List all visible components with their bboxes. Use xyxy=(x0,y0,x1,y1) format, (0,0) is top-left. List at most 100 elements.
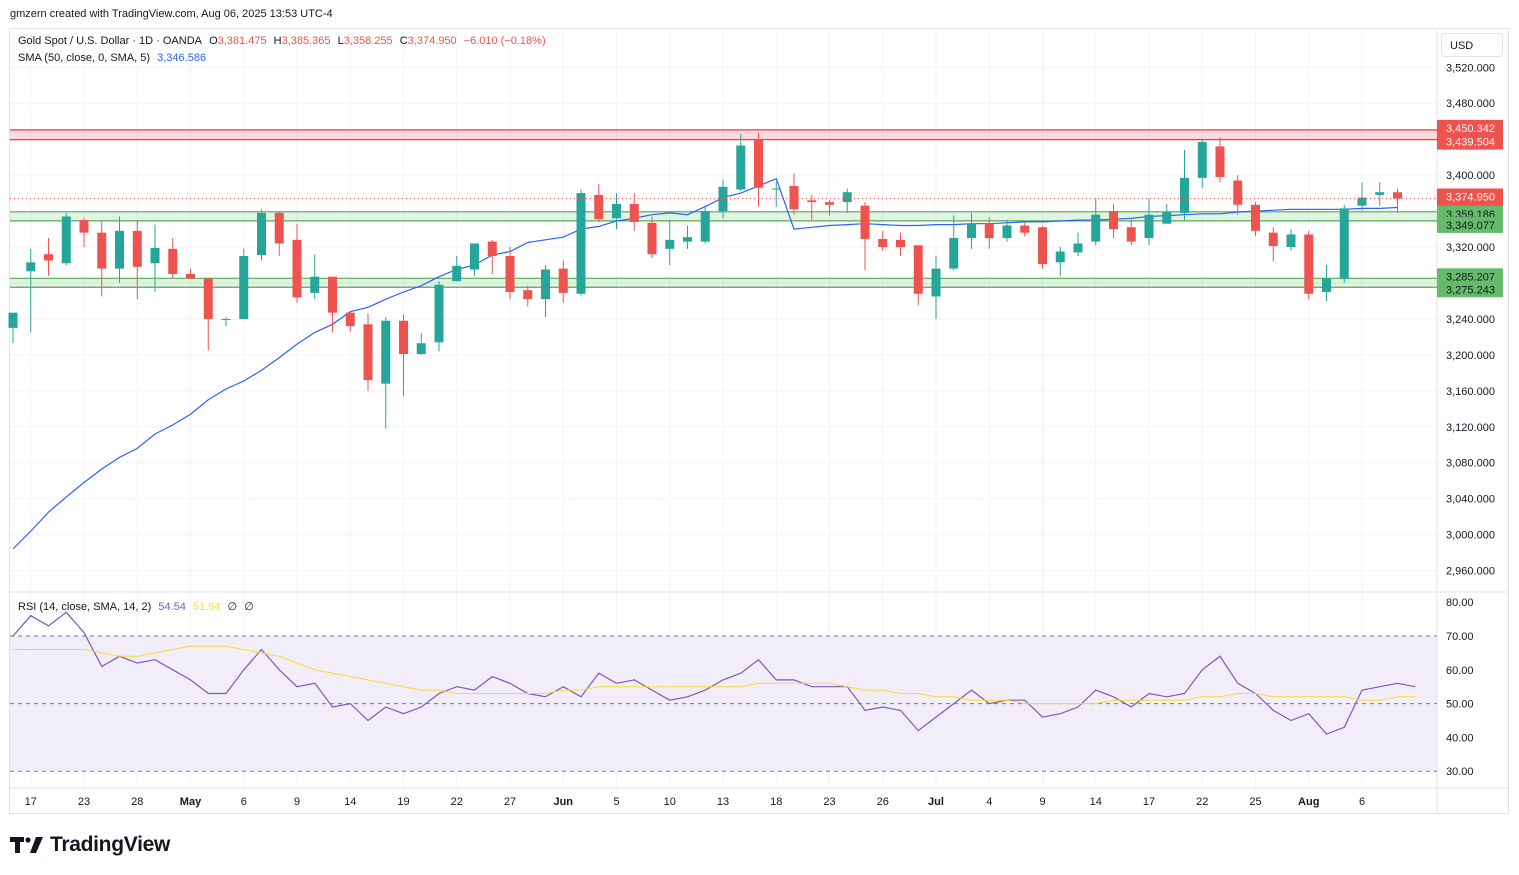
candle xyxy=(913,245,923,306)
time-axis-label: 23 xyxy=(823,796,835,808)
candle xyxy=(594,184,604,222)
candle xyxy=(44,238,53,276)
candle xyxy=(896,232,905,257)
candle-body xyxy=(1215,146,1225,177)
price-change: −6.010 (−0.18%) xyxy=(463,35,546,47)
candle xyxy=(629,193,639,231)
time-axis-label: 27 xyxy=(504,796,516,808)
candle-body xyxy=(381,320,391,384)
candle-body xyxy=(1038,227,1047,265)
time-axis-label: 5 xyxy=(613,796,619,808)
time-axis-label: 18 xyxy=(770,796,782,808)
candle-body xyxy=(1144,214,1154,239)
rsi-sma-value: 51.94 xyxy=(192,601,221,613)
candle xyxy=(1357,182,1367,212)
ohlc-close: C3,374.950 xyxy=(399,35,457,47)
candle-body xyxy=(26,262,36,272)
candle-body xyxy=(558,268,568,293)
candle xyxy=(239,248,249,319)
price-axis-tick: 2,960.000 xyxy=(1446,566,1495,578)
rsi-label: RSI (14, close, SMA, 14, 2) xyxy=(18,601,152,613)
candle-body xyxy=(1251,204,1260,231)
candle xyxy=(168,238,178,279)
candle-body xyxy=(345,312,355,327)
ohlc-low: L3,358.255 xyxy=(337,35,393,47)
candle xyxy=(984,217,994,249)
candle xyxy=(736,133,746,192)
candle-body xyxy=(612,203,621,219)
resistance-lower-label-bg xyxy=(1437,133,1503,150)
sma-legend[interactable]: SMA (50, close, 0, SMA, 5) 3,346.586 xyxy=(18,52,210,64)
resistance-lower-label: 3,439.504 xyxy=(1446,137,1495,149)
candle xyxy=(381,317,391,429)
price-axis-tick: 3,160.000 xyxy=(1446,386,1495,398)
candle-body xyxy=(221,318,231,320)
candle xyxy=(79,218,89,248)
candle-body xyxy=(629,203,639,222)
time-axis-label: Aug xyxy=(1298,796,1319,808)
rsi-axis-tick: 40.00 xyxy=(1446,732,1474,744)
support-lower-2-label: 3,275.243 xyxy=(1446,284,1495,296)
candle-body xyxy=(1286,234,1296,248)
candle-body xyxy=(1375,192,1385,195)
candle xyxy=(558,260,568,303)
price-legend: Gold Spot / U.S. Dollar · 1D · OANDA O3,… xyxy=(18,35,550,47)
candle xyxy=(700,205,710,244)
candle xyxy=(487,239,497,274)
rsi-axis-tick: 80.00 xyxy=(1446,597,1474,609)
candle xyxy=(771,181,781,207)
candle xyxy=(310,254,320,300)
candle xyxy=(1091,198,1101,246)
time-axis-label: May xyxy=(180,796,202,808)
candle-body xyxy=(984,223,994,239)
candle-body xyxy=(1393,192,1402,199)
time-axis-label: 4 xyxy=(986,796,992,808)
candle xyxy=(1055,247,1065,276)
candle xyxy=(931,256,941,319)
currency-button[interactable]: USD xyxy=(1441,33,1503,57)
rsi-legend[interactable]: RSI (14, close, SMA, 14, 2) 54.54 51.94 … xyxy=(18,600,258,613)
time-axis-label: 26 xyxy=(877,796,889,808)
symbol-title[interactable]: Gold Spot / U.S. Dollar · 1D · OANDA xyxy=(18,35,202,47)
candle-body xyxy=(150,247,160,264)
candle xyxy=(1304,230,1314,300)
candle xyxy=(97,220,107,297)
time-axis-label: 14 xyxy=(344,796,356,808)
candle-body xyxy=(523,290,533,300)
price-axis-tick: 3,000.000 xyxy=(1446,530,1495,542)
time-axis-label: 9 xyxy=(1039,796,1045,808)
candle-body xyxy=(913,245,923,294)
candle-body xyxy=(97,232,107,269)
rsi-axis-tick: 30.00 xyxy=(1446,766,1474,778)
candle-body xyxy=(1357,197,1367,206)
candle-body xyxy=(842,192,852,203)
candle-body xyxy=(1268,232,1278,247)
candle xyxy=(576,189,586,296)
candle xyxy=(452,256,462,282)
rsi-extra-2: ∅ xyxy=(244,601,254,613)
support-lower-1-label-bg xyxy=(1437,268,1503,285)
candle-body xyxy=(1055,251,1065,263)
candle-body xyxy=(594,194,604,220)
rsi-axis-tick: 50.00 xyxy=(1446,699,1474,711)
candle xyxy=(1339,204,1349,283)
candle xyxy=(470,243,479,276)
last-price-label-bg xyxy=(1437,188,1503,205)
candle xyxy=(612,193,621,230)
candle xyxy=(1144,198,1154,246)
candle xyxy=(115,216,124,283)
support-lower-zone xyxy=(10,278,1437,288)
candle xyxy=(1393,188,1402,213)
candle xyxy=(257,209,266,261)
candle xyxy=(505,247,515,300)
candle xyxy=(523,285,533,307)
candle-body xyxy=(1322,278,1331,292)
rsi-extra-1: ∅ xyxy=(227,601,238,613)
candle xyxy=(61,212,71,266)
candle-body xyxy=(967,223,976,239)
candle xyxy=(665,220,675,266)
time-axis-label: Jul xyxy=(928,796,944,808)
candle-body xyxy=(399,320,408,354)
time-axis-label: 28 xyxy=(131,796,143,808)
